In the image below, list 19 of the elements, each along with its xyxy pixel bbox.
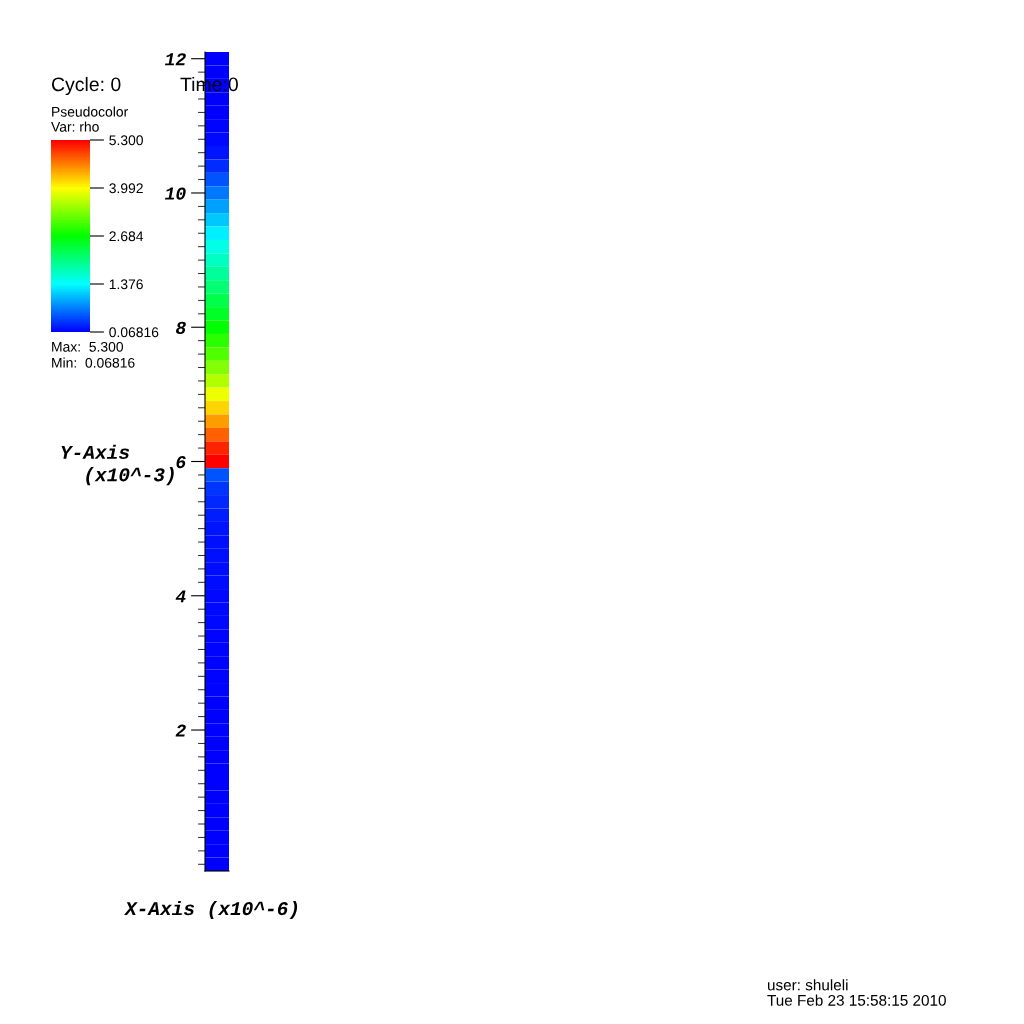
y-tick-label: 2 [175, 724, 186, 737]
x-axis-title: X-Axis (x10^-6) [124, 900, 298, 920]
color-bar-label: 1.376 [109, 279, 143, 290]
color-bar-label: 2.684 [109, 231, 144, 242]
text: user: shuleli Tue Feb 23 15:58:15 2010 [767, 979, 946, 1006]
y-tick-label: 6 [176, 455, 186, 469]
color-bar-label: 0.06816 [109, 327, 159, 338]
text: Max: 5.300 [52, 341, 124, 352]
text: Cycle: 0 [51, 76, 121, 96]
y-tick-label: 8 [176, 321, 186, 334]
y-tick-label: 4 [175, 590, 186, 603]
y-tick-label: 12 [164, 53, 186, 66]
text: Min: 0.06816 [52, 357, 135, 368]
color-bar-label: 5.300 [109, 135, 143, 146]
color-bar-title: Var: rho [51, 121, 99, 132]
text: Pseudocolor [52, 106, 128, 117]
y-tick-label: 10 [164, 187, 186, 200]
color-bar-label: 3.992 [109, 183, 143, 194]
y-axis-title: Y-Axis (x10^-3) [61, 444, 174, 486]
